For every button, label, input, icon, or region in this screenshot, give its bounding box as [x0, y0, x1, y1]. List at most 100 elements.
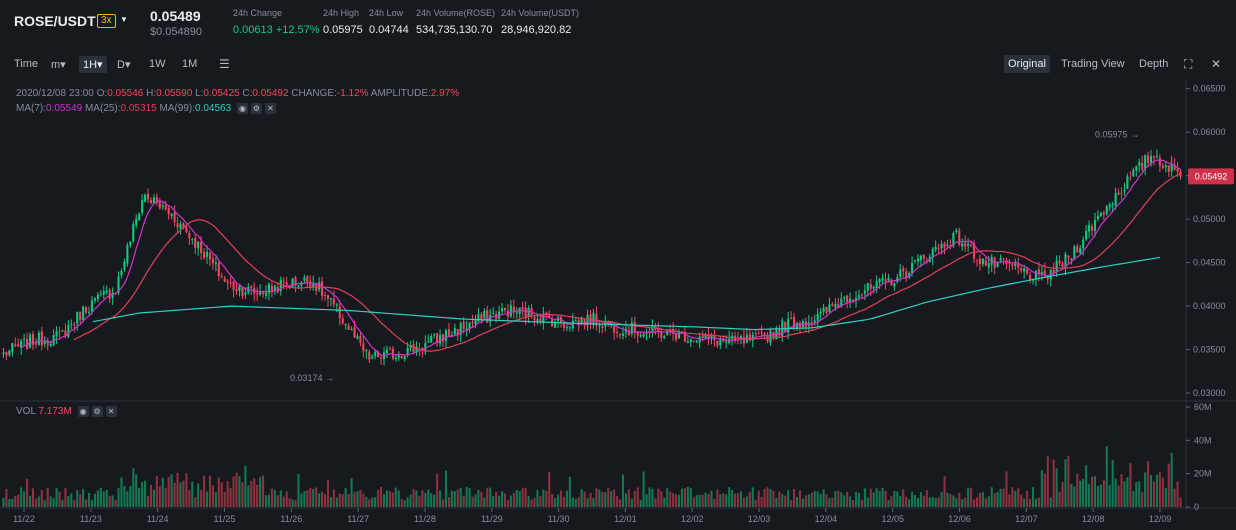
interval-1h[interactable]: 1H▾: [79, 56, 107, 73]
volume-bar: [633, 491, 636, 507]
volume-bar: [616, 495, 619, 507]
eye-icon[interactable]: ◉: [236, 103, 248, 114]
volume-label: VOL: [16, 406, 36, 418]
stat-label: 24h High: [323, 8, 360, 18]
view-original[interactable]: Original: [1004, 55, 1050, 73]
volume-bar: [82, 489, 85, 507]
volume-bar: [666, 488, 669, 507]
candle-body: [73, 324, 76, 326]
ma7-line: [20, 159, 1181, 356]
volume-bar: [197, 483, 200, 507]
volume-bar: [527, 495, 530, 507]
candle-body: [908, 273, 911, 278]
close-icon[interactable]: ✕: [1211, 57, 1222, 71]
interval-1m[interactable]: 1M: [182, 58, 198, 70]
candle-body: [1152, 156, 1156, 158]
candle-body: [524, 307, 527, 318]
trading-pair[interactable]: ROSE/USDT: [14, 13, 96, 29]
candle-body: [660, 332, 663, 338]
volume-bar: [860, 499, 863, 507]
open-value: 0.05546: [107, 88, 144, 99]
close-icon[interactable]: ✕: [105, 406, 117, 417]
candle-body: [329, 298, 332, 300]
volume-bar: [182, 480, 185, 507]
volume-bar: [155, 475, 158, 507]
volume-bar: [1064, 459, 1067, 507]
candle-body: [164, 205, 167, 210]
candle-body: [465, 328, 468, 330]
volume-bar: [512, 492, 515, 507]
volume-bar: [713, 499, 716, 507]
candle-body: [1132, 169, 1135, 177]
volume-bar: [610, 491, 613, 507]
ma-info: MA(7):0.05549 MA(25):0.05315 MA(99):0.04…: [16, 103, 276, 114]
volume-bar: [250, 480, 253, 507]
candle-body: [967, 243, 970, 246]
volume-bar: [474, 494, 477, 507]
gear-icon[interactable]: ⚙: [250, 103, 262, 114]
candle-body: [875, 280, 878, 289]
close-icon[interactable]: ✕: [264, 103, 276, 114]
volume-bar: [651, 488, 654, 507]
view-trading-view[interactable]: Trading View: [1061, 58, 1125, 70]
candle-body: [394, 357, 397, 360]
volume-bar: [99, 487, 102, 507]
chevron-down-icon[interactable]: ▼: [120, 15, 128, 24]
stat-label: 24h Volume(ROSE): [416, 8, 496, 18]
volume-bar: [385, 490, 389, 507]
volume-bar: [1147, 461, 1150, 507]
price-chart[interactable]: 0.065000.060000.055000.050000.045000.040…: [0, 80, 1236, 530]
candle-body: [931, 248, 934, 258]
volume-bar: [866, 497, 869, 507]
interval-1w[interactable]: 1W: [149, 58, 166, 70]
interval-minutes[interactable]: m▾: [51, 59, 66, 71]
volume-bar: [913, 494, 917, 507]
candle-body: [748, 334, 751, 341]
volume-tick-label: 40M: [1194, 435, 1212, 445]
time-tick-label: 12/05: [881, 514, 904, 524]
volume-bar: [468, 488, 471, 507]
volume-bar: [571, 497, 574, 507]
volume-bar: [669, 491, 672, 507]
volume-bar: [85, 499, 88, 507]
volume-bar: [627, 489, 630, 507]
fullscreen-icon[interactable]: ⛶: [1184, 57, 1193, 71]
candle-body: [8, 350, 11, 356]
volume-bar: [559, 490, 563, 507]
volume-bar: [1034, 498, 1038, 507]
candle-body: [515, 312, 518, 314]
candle-body: [270, 285, 273, 292]
volume-tick-label: 0: [1194, 502, 1199, 512]
volume-bar: [683, 488, 686, 507]
candle-body: [1020, 268, 1023, 271]
volume-bar: [849, 496, 852, 507]
volume-bar: [441, 499, 445, 507]
gear-icon[interactable]: ⚙: [91, 406, 103, 417]
volume-bar: [1144, 472, 1147, 507]
volume-bar: [188, 489, 191, 507]
candle-body: [486, 310, 489, 323]
candle-body: [852, 299, 855, 302]
candle-body: [1105, 206, 1108, 214]
volume-bar: [716, 489, 719, 507]
candle-body: [55, 331, 58, 337]
volume-bar: [132, 468, 135, 507]
volume-bar: [854, 491, 858, 507]
volume-bar: [58, 491, 61, 507]
volume-bar: [707, 493, 710, 507]
volume-bar: [577, 497, 580, 507]
eye-icon[interactable]: ◉: [77, 406, 89, 417]
volume-bar: [439, 490, 442, 507]
volume-bar: [748, 491, 751, 507]
view-depth[interactable]: Depth: [1139, 58, 1169, 70]
candle-body: [11, 343, 14, 353]
volume-bar: [391, 492, 394, 507]
volume-bar: [267, 494, 271, 507]
volume-bar: [185, 473, 188, 507]
volume-bar: [937, 497, 940, 507]
volume-bar: [745, 496, 748, 507]
settings-sliders-icon[interactable]: ☰: [219, 57, 230, 71]
interval-day[interactable]: D▾: [117, 59, 131, 71]
candle-body: [542, 313, 545, 324]
candle-body: [816, 314, 819, 321]
